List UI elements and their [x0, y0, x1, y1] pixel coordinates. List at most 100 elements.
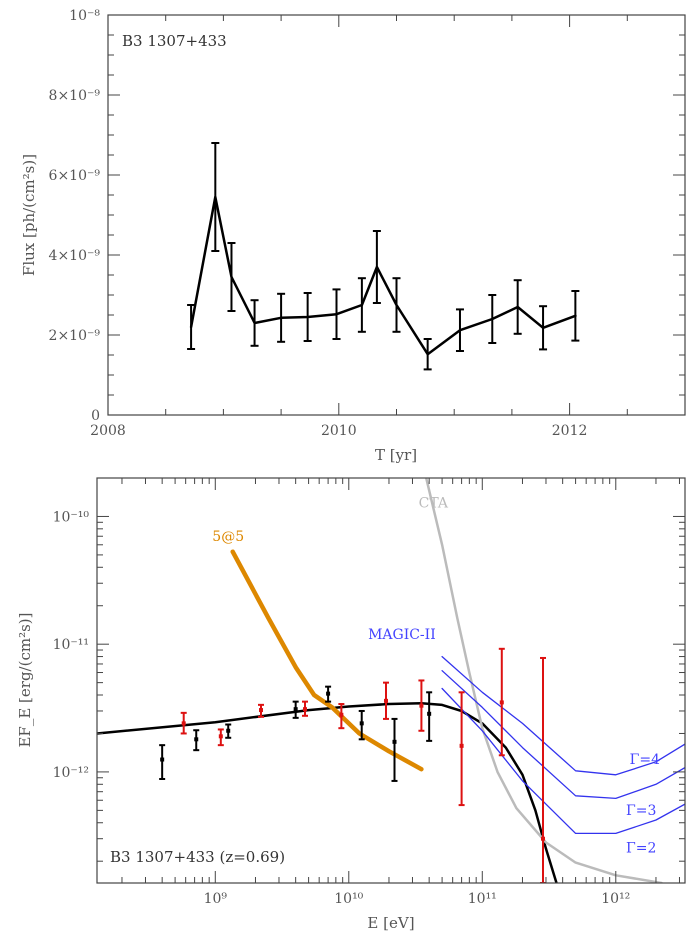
point-marker	[160, 757, 165, 762]
data-point	[227, 242, 236, 312]
point-marker	[541, 836, 546, 841]
data-point	[357, 277, 366, 333]
sed-annotations: 5@5 CTA MAGIC-II Γ=4 Γ=3 Γ=2	[212, 495, 660, 856]
data-point	[418, 679, 425, 732]
lightcurve-series	[187, 142, 580, 371]
model-curve-5	[441, 655, 685, 776]
data-point	[426, 691, 433, 742]
point-marker	[326, 691, 331, 696]
model-curve-6	[441, 670, 685, 800]
y-tick-label: 8×10⁻⁹	[49, 88, 101, 104]
y-tick-label: 10⁻¹⁰	[53, 509, 90, 525]
data-point	[571, 290, 580, 342]
data-point	[513, 279, 522, 335]
y-tick-label: 0	[91, 408, 100, 424]
sed-title: B3 1307+433 (z=0.69)	[110, 848, 285, 866]
data-point	[250, 299, 259, 347]
lightcurve-line	[189, 195, 577, 356]
point-marker	[194, 737, 199, 742]
point-marker	[359, 721, 364, 726]
y-tick-label: 10⁻¹¹	[53, 637, 89, 653]
point-marker	[226, 728, 231, 733]
lightcurve-y-axis: 0 2×10⁻⁹ 4×10⁻⁹ 6×10⁻⁹ 8×10⁻⁹ 10⁻⁸	[49, 8, 685, 424]
data-point	[325, 685, 332, 703]
point-marker	[427, 711, 432, 716]
sed-x-axis: 10⁹ 10¹⁰ 10¹¹ 10¹²	[121, 478, 680, 907]
data-point	[332, 288, 341, 340]
point-marker	[499, 700, 504, 705]
sed-curves	[97, 478, 685, 883]
point-marker	[293, 707, 298, 712]
annotation-label: Γ=2	[626, 840, 656, 856]
y-tick-label: 2×10⁻⁹	[49, 328, 101, 344]
data-point	[303, 292, 312, 342]
data-point	[423, 338, 432, 371]
data-point	[455, 308, 464, 352]
x-tick-label: 2010	[321, 423, 357, 439]
annotation-label: CTA	[419, 495, 449, 511]
data-point	[338, 703, 345, 730]
point-marker	[303, 707, 308, 712]
data-point	[382, 681, 389, 720]
y-tick-label: 10⁻¹²	[53, 765, 89, 781]
model-curve-7	[441, 687, 685, 835]
lightcurve-frame	[107, 14, 686, 416]
x-tick-label: 10⁹	[204, 891, 228, 907]
point-marker	[339, 712, 344, 717]
annotation-label: Γ=3	[626, 803, 656, 819]
data-point	[225, 723, 232, 739]
sed-y-axis: 10⁻¹² 10⁻¹¹ 10⁻¹⁰	[53, 509, 685, 862]
sed-panel: 10⁹ 10¹⁰ 10¹¹ 10¹² 10⁻¹² 10⁻¹¹ 10⁻¹⁰ 5@5 CTA MA…	[16, 477, 686, 932]
data-point	[211, 142, 220, 252]
data-point	[277, 292, 286, 343]
x-tick-label: 10¹⁰	[334, 891, 363, 907]
lightcurve-y-label: Flux [ph/(cm²s)]	[20, 154, 38, 276]
data-point	[257, 703, 264, 718]
point-marker	[383, 698, 388, 703]
sed-x-label: E [eV]	[367, 914, 414, 932]
model-curve-3	[230, 549, 424, 772]
point-marker	[258, 708, 263, 713]
y-tick-label: 4×10⁻⁹	[49, 248, 101, 264]
y-tick-label: 10⁻⁸	[69, 8, 100, 24]
x-tick-label: 2008	[90, 423, 126, 439]
data-point	[358, 709, 365, 741]
point-marker	[392, 739, 397, 744]
data-point	[217, 728, 224, 747]
data-point	[180, 711, 187, 735]
annotation-label: Γ=4	[630, 752, 660, 768]
lightcurve-panel: B3 1307+433 2008 2010 2012 0 2×10⁻⁹ 4×10⁻⁹ 6×…	[20, 8, 686, 464]
sed-y-label: EF_E [erg/(cm²s)]	[16, 612, 34, 747]
lightcurve-x-label: T [yr]	[375, 446, 417, 464]
x-tick-label: 2012	[552, 423, 588, 439]
data-point	[187, 304, 196, 350]
data-point	[392, 277, 401, 333]
annotation-label: MAGIC-II	[368, 627, 436, 643]
point-marker	[181, 721, 186, 726]
y-tick-label: 6×10⁻⁹	[49, 168, 101, 184]
point-marker	[459, 743, 464, 748]
sed-frame	[96, 477, 686, 884]
data-point	[302, 700, 309, 717]
model-curve-2	[97, 701, 558, 883]
x-tick-label: 10¹²	[601, 891, 630, 907]
data-point	[193, 729, 200, 752]
data-point	[292, 700, 299, 719]
x-tick-label: 10¹¹	[468, 891, 497, 907]
lightcurve-title: B3 1307+433	[122, 32, 227, 50]
data-point	[458, 691, 465, 807]
data-point	[488, 294, 497, 344]
data-point	[540, 656, 547, 883]
annotation-label: 5@5	[212, 529, 244, 545]
lightcurve-x-axis: 2008 2010 2012	[90, 15, 686, 439]
point-marker	[218, 734, 223, 739]
data-point	[372, 230, 381, 304]
data-point	[539, 305, 548, 351]
data-point	[159, 744, 166, 781]
data-point	[391, 717, 398, 782]
point-marker	[419, 703, 424, 708]
sed-points	[159, 647, 547, 883]
model-curve-4	[424, 478, 663, 883]
data-point	[498, 647, 505, 757]
